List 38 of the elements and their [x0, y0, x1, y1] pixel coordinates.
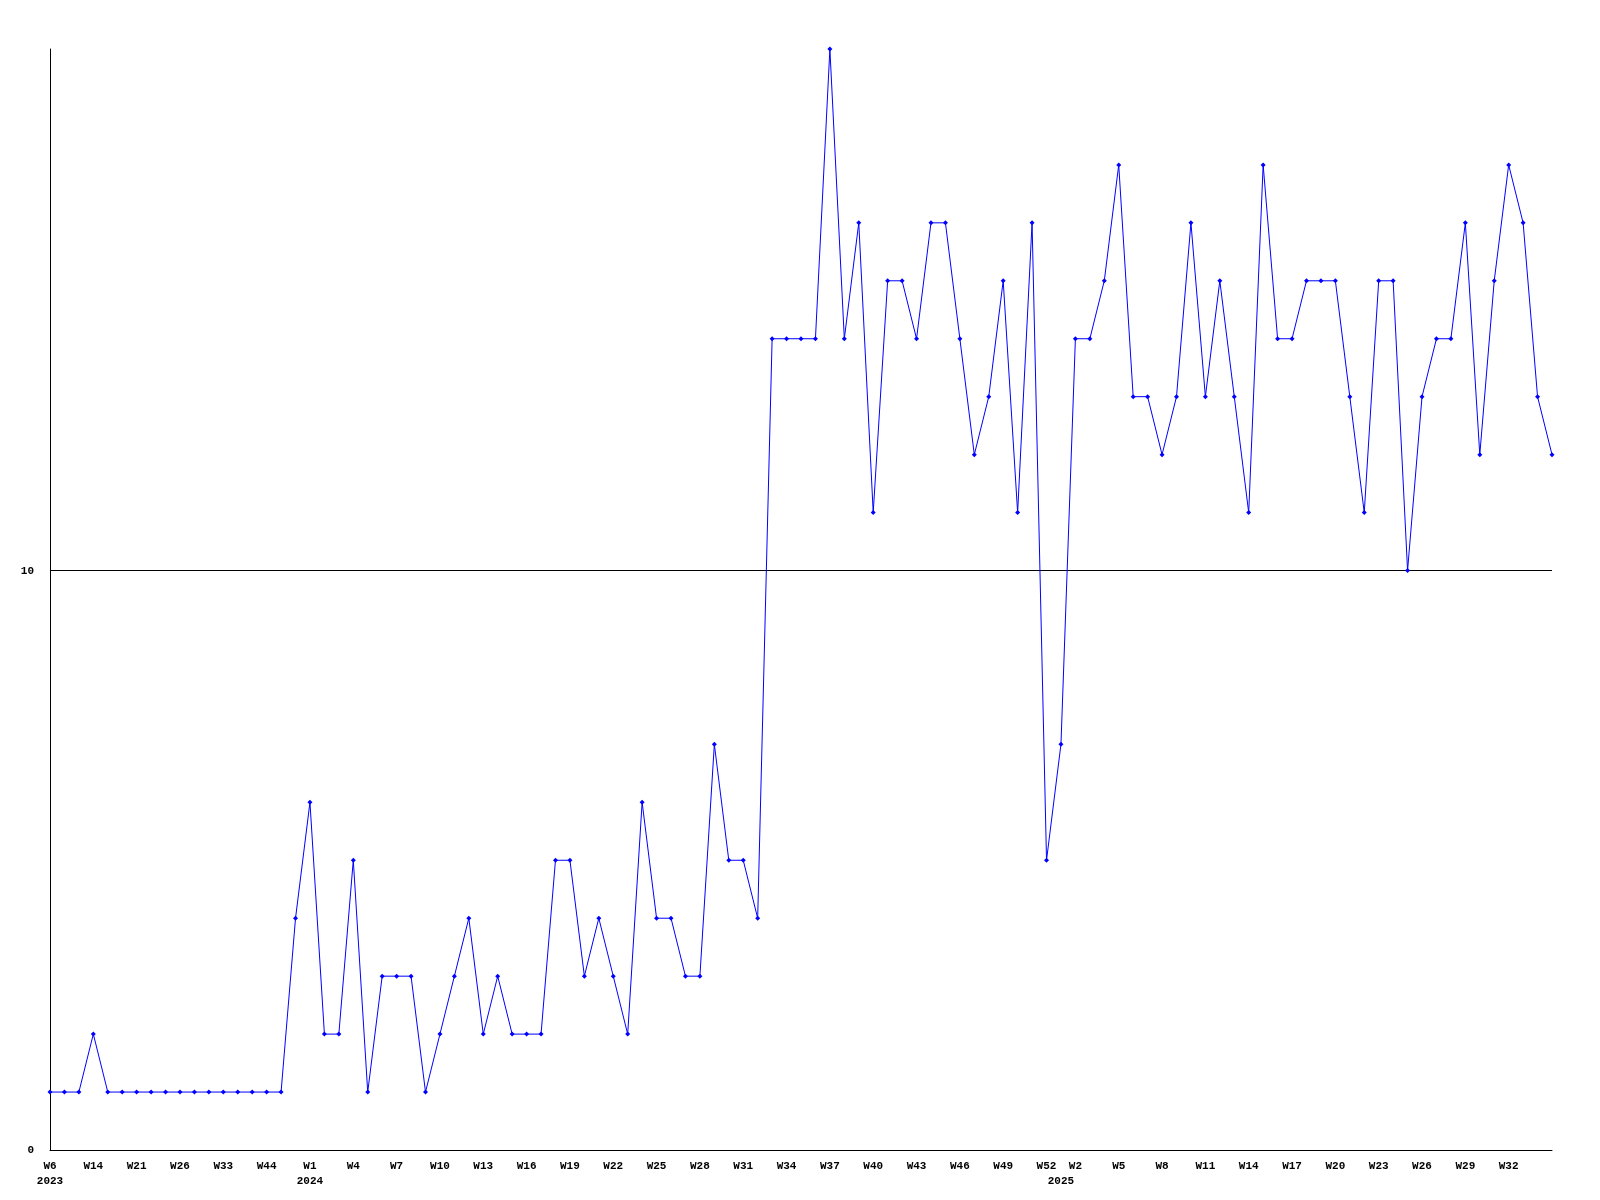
x-tick-label: W5 — [1112, 1159, 1126, 1172]
x-tick-label: W28 — [690, 1159, 711, 1172]
x-tick-label: W17 — [1282, 1159, 1302, 1172]
x-tick-label: W6 2023 — [36, 1159, 64, 1187]
x-tick-label: W52 — [1036, 1159, 1057, 1172]
x-tick-label: W13 — [473, 1159, 494, 1172]
x-tick-label: W37 — [819, 1159, 840, 1172]
x-tick-label: W19 — [560, 1159, 580, 1172]
x-tick-label: W1 2024 — [296, 1159, 324, 1187]
x-tick-label: W44 — [256, 1159, 277, 1172]
x-tick-label: W2 — [1068, 1159, 1083, 1172]
y-tick-label: 0 — [27, 1144, 34, 1156]
x-tick-label: W49 — [993, 1159, 1014, 1172]
x-tick-label: W8 — [1155, 1159, 1170, 1172]
x-tick-label: W20 — [1325, 1159, 1346, 1172]
x-tick-label: W31 — [733, 1159, 754, 1172]
x-tick-label: W14 — [83, 1159, 104, 1172]
x-tick-label: 2025 — [1047, 1174, 1075, 1187]
x-tick-label: W34 — [776, 1159, 797, 1172]
x-tick-label: W23 — [1368, 1159, 1389, 1172]
x-tick-label: W21 — [126, 1159, 147, 1172]
x-tick-label: W14 — [1238, 1159, 1260, 1172]
x-tick-label: W32 — [1498, 1159, 1519, 1172]
x-tick-label: W25 — [646, 1159, 667, 1172]
x-tick-label: W43 — [906, 1159, 927, 1172]
x-tick-label: W22 — [603, 1159, 624, 1172]
x-tick-label: W33 — [213, 1159, 234, 1172]
x-tick-label: W40 — [863, 1159, 884, 1172]
x-tick-label: W46 — [949, 1159, 970, 1172]
y-tick-label: 10 — [20, 564, 34, 577]
x-tick-label: W10 — [430, 1159, 450, 1172]
x-tick-label: W7 — [390, 1159, 404, 1172]
x-tick-label: W26 — [170, 1159, 190, 1172]
x-tick-label: W4 — [346, 1159, 361, 1172]
x-tick-label: W29 — [1455, 1159, 1476, 1172]
x-tick-label: W16 — [516, 1159, 537, 1172]
x-tick-label: W11 — [1195, 1159, 1216, 1172]
x-tick-label: W26 — [1412, 1159, 1432, 1172]
